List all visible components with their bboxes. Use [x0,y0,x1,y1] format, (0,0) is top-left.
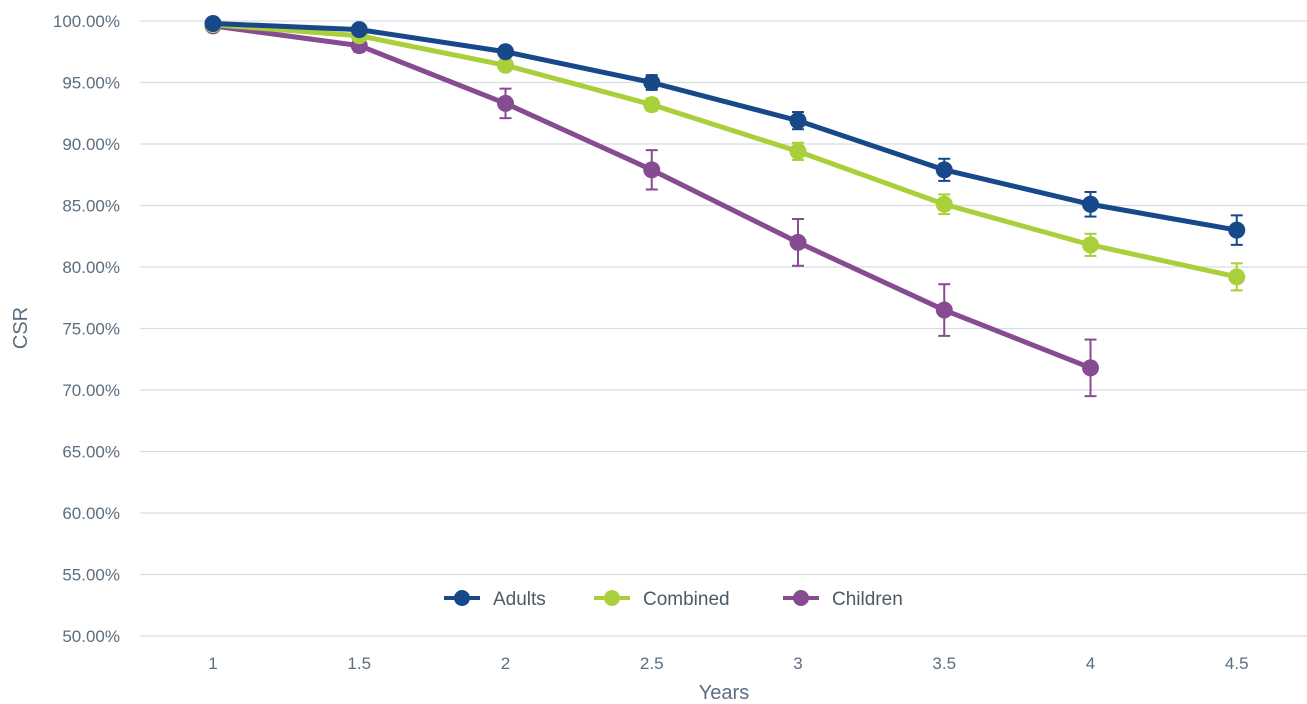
y-axis-ticks: 100.00% 95.00% 90.00% 85.00% 80.00% 75.00% 70.… [53,12,120,646]
x-tick-label: 1.5 [347,654,371,673]
y-tick-label: 85.00% [62,197,120,216]
legend-item-children: Children [783,589,903,610]
data-point [350,21,368,39]
y-tick-label: 80.00% [62,258,120,277]
legend-swatch-marker [454,590,470,606]
data-point [497,43,514,61]
y-axis-title: CSR [10,307,32,349]
data-point [935,161,953,179]
legend-swatch-marker [604,590,620,606]
legend-item-adults: Adults [444,589,546,610]
y-tick-label: 70.00% [62,381,120,400]
legend-item-combined: Combined [594,589,730,610]
legend-swatch-marker [793,590,809,606]
x-tick-label: 2.5 [640,654,664,673]
y-tick-label: 100.00% [53,12,120,31]
x-tick-label: 2 [501,654,510,673]
legend: Adults Combined Children [444,589,903,610]
data-point [1228,268,1246,286]
series-line [210,22,1240,280]
y-tick-label: 50.00% [62,627,120,646]
data-point [935,301,953,319]
data-point [1082,195,1099,213]
series-combined [204,16,1246,292]
y-tick-label: 90.00% [62,135,120,154]
data-point [1228,221,1246,239]
y-tick-label: 55.00% [62,566,120,585]
data-point [1082,359,1099,377]
x-tick-label: 4.5 [1225,654,1249,673]
data-point [643,161,661,179]
data-point [497,56,514,74]
data-point [789,233,807,251]
data-point [935,195,953,213]
data-point [789,112,807,130]
data-point [204,14,222,32]
x-tick-label: 4 [1086,654,1095,673]
series-group [204,14,1246,398]
legend-label: Combined [643,589,730,610]
y-tick-label: 60.00% [62,504,120,523]
gridlines [140,20,1307,637]
legend-label: Children [832,589,903,610]
data-point [643,74,661,91]
data-point [789,142,807,160]
y-tick-label: 95.00% [62,74,120,93]
series-line [210,20,1240,233]
y-tick-label: 65.00% [62,443,120,462]
y-tick-label: 75.00% [62,320,120,339]
series-adults [204,14,1246,246]
x-tick-label: 3.5 [932,654,956,673]
x-tick-label: 1 [208,654,217,673]
data-point [1082,236,1099,254]
legend-label: Adults [493,589,546,610]
data-point [643,96,661,114]
x-tick-label: 3 [793,654,802,673]
x-axis-title: Years [699,682,749,704]
data-point [497,94,514,112]
x-axis-ticks: 1 1.5 2 2.5 3 3.5 4 4.5 [208,654,1248,673]
